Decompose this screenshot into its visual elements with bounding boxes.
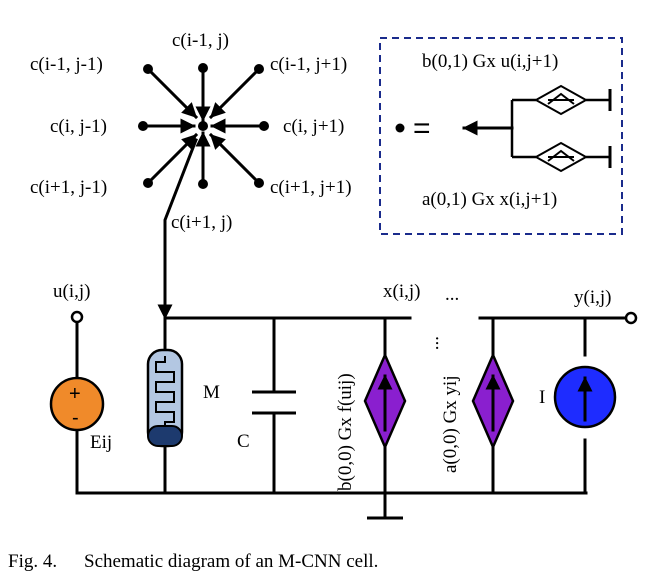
output-terminal	[624, 311, 638, 325]
neighbor-label-bottom: c(i+1, j)	[171, 212, 232, 233]
summing-node	[198, 121, 208, 131]
voltage-source-plus: +	[69, 383, 81, 405]
dependent-source-b-label: b(0,0) Gx f(uij)	[335, 373, 356, 491]
feed-wire	[157, 138, 198, 320]
inset-box: b(0,1) Gx u(i,j+1) a(0,1) Gx x(i,j+1) =	[379, 37, 623, 235]
neighbor-star: c(i-1, j) c(i-1, j-1) c(i-1, j+1) c(i, j…	[30, 30, 352, 233]
voltage-source-minus: -	[72, 407, 79, 429]
caption-fig-label: Fig. 4.	[8, 551, 57, 572]
neighbor-label-top-right: c(i-1, j+1)	[270, 54, 347, 75]
neighbor-label-bottom-right: c(i+1, j+1)	[270, 177, 352, 198]
neighbor-label-top: c(i-1, j)	[172, 30, 229, 51]
caption-text: Schematic diagram of an M-CNN cell.	[84, 551, 378, 572]
inset-bottom-label: a(0,1) Gx x(i,j+1)	[422, 189, 557, 210]
inset-equals: =	[413, 112, 431, 145]
continuation-dots-top: ...	[445, 284, 459, 305]
input-terminal	[70, 310, 84, 324]
inset-node	[395, 123, 405, 133]
memristor-icon	[146, 348, 184, 448]
dependent-source-a-label: a(0,0) Gx yij	[440, 375, 461, 473]
inset-source-bottom-icon	[533, 141, 589, 173]
neighbor-label-right: c(i, j+1)	[283, 116, 344, 137]
inset-branch-wires	[512, 98, 610, 159]
voltage-source-icon: + -	[49, 376, 105, 432]
neighbor-spokes	[141, 66, 266, 186]
current-source-icon	[553, 365, 617, 429]
neighbor-label-top-left: c(i-1, j-1)	[30, 54, 103, 75]
dependent-source-b-icon	[363, 351, 407, 451]
inset-top-label: b(0,1) Gx u(i,j+1)	[422, 51, 558, 72]
inset-source-top-icon	[533, 84, 589, 116]
dependent-source-a-icon	[471, 351, 515, 451]
neighbor-label-left: c(i, j-1)	[50, 116, 107, 137]
current-source-label: I	[539, 387, 545, 408]
neighbor-label-bottom-left: c(i+1, j-1)	[30, 177, 107, 198]
capacitor-icon	[252, 390, 296, 415]
voltage-source-label: Eij	[90, 432, 112, 453]
state-label: x(i,j)	[383, 281, 420, 302]
memristor-label: M	[203, 382, 220, 403]
neighbor-terminals	[138, 63, 269, 189]
output-label: y(i,j)	[574, 287, 611, 308]
continuation-dots-bottom: ...	[431, 336, 452, 350]
input-label: u(i,j)	[53, 281, 90, 302]
capacitor-label: C	[237, 431, 250, 452]
